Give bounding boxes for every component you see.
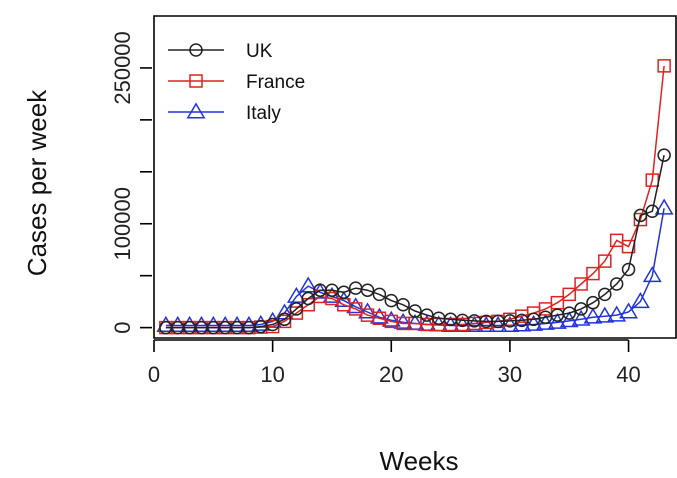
data-point-france xyxy=(657,59,671,73)
data-point-uk xyxy=(609,277,624,291)
x-tick-label: 0 xyxy=(148,362,160,387)
legend-marker-uk xyxy=(189,43,203,57)
y-tick-label: 0 xyxy=(110,321,135,333)
data-point-italy xyxy=(619,302,638,319)
legend-label-italy: Italy xyxy=(246,103,281,124)
x-tick-label: 10 xyxy=(260,362,284,387)
data-point-uk xyxy=(633,208,648,223)
data-point-italy xyxy=(168,315,188,332)
data-point-italy xyxy=(607,305,627,322)
data-point-uk xyxy=(598,287,612,302)
x-axis-title: Weeks xyxy=(380,446,459,476)
x-tick-label: 40 xyxy=(616,362,640,387)
data-point-uk xyxy=(396,298,410,312)
legend-marker-italy xyxy=(186,102,206,119)
data-point-uk xyxy=(277,312,292,327)
legend-label-uk: UK xyxy=(246,41,273,62)
data-point-france xyxy=(586,266,600,281)
data-point-uk xyxy=(562,306,576,320)
legend-label-france: France xyxy=(246,72,305,93)
data-point-france xyxy=(621,239,636,254)
data-point-italy xyxy=(358,302,377,319)
legend-marker-france xyxy=(189,74,203,88)
data-point-uk xyxy=(337,285,351,300)
data-point-france xyxy=(562,287,576,302)
data-point-uk xyxy=(372,287,387,302)
data-point-uk xyxy=(265,317,280,332)
x-tick-label: 20 xyxy=(379,362,403,387)
data-point-italy xyxy=(654,198,674,215)
data-point-italy xyxy=(298,276,318,293)
data-point-italy xyxy=(369,307,389,324)
data-point-italy xyxy=(203,315,223,332)
data-point-uk xyxy=(301,291,315,306)
data-point-italy xyxy=(192,315,211,332)
data-point-italy xyxy=(180,315,200,332)
y-axis-title: Cases per week xyxy=(22,89,52,276)
data-point-italy xyxy=(251,314,271,331)
data-point-italy xyxy=(488,315,508,332)
data-point-italy xyxy=(346,297,366,314)
data-point-italy xyxy=(642,266,662,283)
data-point-italy xyxy=(595,306,615,323)
data-point-italy xyxy=(630,292,650,309)
data-point-uk xyxy=(657,148,671,162)
data-point-uk xyxy=(586,295,600,310)
data-point-italy xyxy=(215,315,235,332)
data-point-italy xyxy=(227,315,247,332)
data-point-france xyxy=(598,254,612,268)
data-point-italy xyxy=(381,310,401,327)
data-point-uk xyxy=(289,302,304,316)
data-point-france xyxy=(633,212,648,227)
data-point-uk xyxy=(360,283,375,297)
data-point-italy xyxy=(559,311,579,328)
data-point-italy xyxy=(393,312,413,329)
data-point-france xyxy=(574,277,588,291)
data-point-italy xyxy=(547,312,567,329)
data-point-uk xyxy=(574,302,588,316)
data-point-italy xyxy=(583,307,603,324)
data-point-italy xyxy=(476,315,496,332)
data-point-uk xyxy=(621,262,636,277)
data-point-france xyxy=(289,306,304,320)
data-point-italy xyxy=(286,286,306,303)
series-line-uk xyxy=(165,155,665,329)
data-point-italy xyxy=(156,315,176,332)
data-point-uk xyxy=(408,304,422,318)
plot-frame xyxy=(153,15,677,339)
data-point-uk xyxy=(645,204,660,219)
series-line-france xyxy=(165,65,665,329)
data-point-italy xyxy=(571,309,591,326)
y-tick-label: 250000 xyxy=(110,31,135,104)
data-point-italy xyxy=(239,315,259,332)
y-tick-label: 100000 xyxy=(110,187,135,260)
x-tick-label: 30 xyxy=(498,362,522,387)
data-point-uk xyxy=(384,293,399,308)
